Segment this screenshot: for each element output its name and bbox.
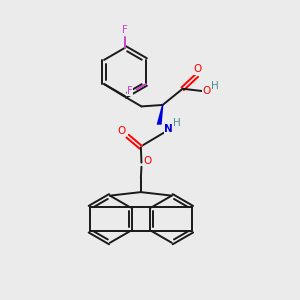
Polygon shape	[157, 105, 164, 125]
Text: O: O	[202, 86, 211, 96]
Text: N: N	[164, 124, 173, 134]
Text: O: O	[144, 157, 152, 166]
Text: F: F	[122, 25, 128, 35]
Text: H: H	[173, 118, 181, 128]
Text: F: F	[127, 85, 133, 95]
Text: O: O	[193, 64, 202, 74]
Text: H: H	[211, 81, 219, 91]
Text: O: O	[117, 126, 125, 136]
